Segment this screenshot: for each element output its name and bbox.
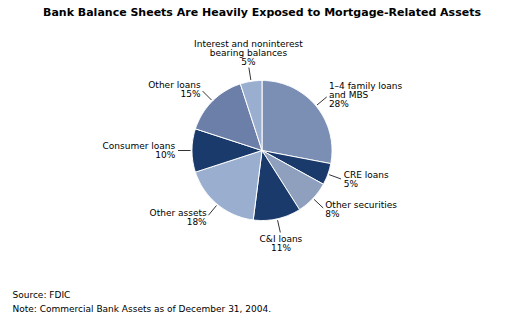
svg-text:Interest and noninterestbearin: Interest and noninterestbearing balances…	[194, 39, 303, 67]
svg-text:C&I loans11%: C&I loans11%	[260, 234, 303, 253]
svg-text:Source: FDIC: Source: FDIC	[13, 290, 71, 300]
svg-text:Other securities8%: Other securities8%	[325, 200, 397, 219]
svg-text:Consumer loans10%: Consumer loans10%	[103, 141, 176, 160]
svg-text:1–4 family loansand MBS28%: 1–4 family loansand MBS28%	[329, 81, 403, 109]
svg-text:CRE loans5%: CRE loans5%	[344, 170, 389, 189]
svg-text:Note: Commercial Bank Assets a: Note: Commercial Bank Assets as of Decem…	[13, 304, 272, 314]
svg-text:Other loans15%: Other loans15%	[148, 80, 201, 99]
svg-text:Bank Balance Sheets Are Heavil: Bank Balance Sheets Are Heavily Exposed …	[43, 6, 481, 19]
svg-text:Other assets18%: Other assets18%	[150, 208, 208, 227]
